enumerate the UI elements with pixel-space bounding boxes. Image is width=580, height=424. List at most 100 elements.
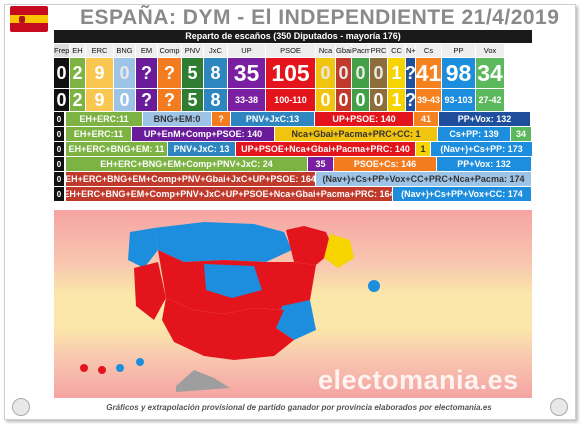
- map-canary-1: [80, 364, 88, 372]
- col-header-pp: PP: [442, 44, 475, 57]
- col-header-bng: BNG: [114, 44, 135, 57]
- row2-pacma: 0: [352, 89, 369, 111]
- col-header-pacma: Pacma: [352, 44, 376, 57]
- coalition-segment: (Nav+)+Cs+PP+Vox+CC: 174: [393, 187, 531, 201]
- coalition-segment: EH+ERC:11: [66, 112, 142, 126]
- seats-prc: 0: [370, 58, 387, 88]
- map-north-blue: [154, 222, 292, 262]
- coalition-row-num: 0: [54, 187, 64, 201]
- coalition-segment: EH+ERC+BNG+EM+Comp+PNV+JxC+UP+PSOE+Nca+G…: [66, 187, 392, 201]
- row2-prc: 0: [370, 89, 387, 111]
- seats-erc: 9: [86, 58, 113, 88]
- col-header-frep: Frep: [54, 44, 70, 57]
- row2-gbai: 0: [336, 89, 351, 111]
- map-canary-2: [98, 366, 106, 374]
- coalition-segment: PP+Vox: 132: [437, 157, 531, 171]
- map-africa-grey: [176, 370, 230, 392]
- row2-nca: 0: [316, 89, 335, 111]
- spain-flag-icon: [10, 6, 48, 32]
- coalition-segment: EH+ERC+BNG+EM: 11: [66, 142, 167, 156]
- coalition-segment: EH+ERC+BNG+EM+Comp+PNV+JxC: 24: [66, 157, 307, 171]
- seats-nplus: ?: [406, 58, 415, 88]
- map-east-blue: [276, 300, 316, 340]
- map-northeast-red: [286, 226, 334, 265]
- row2-up: 33-38: [228, 89, 265, 111]
- map-balearic-blue: [368, 280, 380, 292]
- coalition-segment: EH+ERC:11: [66, 127, 131, 141]
- seats-pnv: 5: [182, 58, 203, 88]
- col-header-nca: Nca: [316, 44, 335, 57]
- map-galicia-blue: [128, 228, 158, 268]
- row2-em: ?: [136, 89, 157, 111]
- coalition-segment: Cs+PP: 139: [438, 127, 510, 141]
- col-header-em: EM: [136, 44, 157, 57]
- table-banner: Reparto de escaños (350 Diputados - mayo…: [54, 30, 532, 43]
- row2-cc: 1: [388, 89, 405, 111]
- watermark: electomania.es: [318, 365, 519, 395]
- col-header-erc: ERC: [86, 44, 113, 57]
- coalition-segment: 41: [414, 112, 438, 126]
- seats-jxc: 8: [204, 58, 227, 88]
- map-center-blue: [204, 264, 262, 298]
- map-canary-3: [116, 364, 124, 372]
- row2-bng: 0: [114, 89, 135, 111]
- seats-comp: ?: [158, 58, 181, 88]
- left-logo-icon: [12, 398, 30, 416]
- seats-gbai: 0: [336, 58, 351, 88]
- col-header-jxc: JxC: [204, 44, 227, 57]
- col-header-cs: Cs: [416, 44, 441, 57]
- coalition-segment: BNG+EM:0: [143, 112, 211, 126]
- row2-frep: 0: [54, 89, 69, 111]
- row2-psoe: 100-110: [266, 89, 315, 111]
- coalition-row-num: 0: [54, 172, 64, 186]
- seats-pacma: 0: [352, 58, 369, 88]
- seats-nca: 0: [316, 58, 335, 88]
- col-header-eh: EH: [70, 44, 85, 57]
- coalition-row-num: 0: [54, 157, 64, 171]
- coalition-segment: PNV+JxC:13: [231, 112, 314, 126]
- coalition-segment: UP+PSOE+Nca+Gbai+Pacma+PRC: 140: [236, 142, 415, 156]
- seats-pp: 98: [442, 58, 475, 88]
- col-header-cc: CC: [388, 44, 405, 57]
- col-header-psoe: PSOE: [266, 44, 315, 57]
- seats-vox: 34: [476, 58, 504, 88]
- seats-up: 35: [228, 58, 265, 88]
- col-header-prc: PRC: [370, 44, 387, 57]
- coalition-segment: EH+ERC+BNG+EM+Comp+PNV+Gbai+JxC+UP+PSOE:…: [66, 172, 315, 186]
- seats-cs: 41: [416, 58, 441, 88]
- coalition-row-num: 0: [54, 112, 64, 126]
- coalition-segment: (Nav+)+Cs+PP: 173: [431, 142, 532, 156]
- row2-comp: ?: [158, 89, 181, 111]
- map-catalonia-yellow: [324, 234, 354, 268]
- map-canary-4: [136, 358, 144, 366]
- coalition-segment: PP+Vox: 132: [439, 112, 530, 126]
- coalition-segment: UP+PSOE: 140: [315, 112, 413, 126]
- col-header-up: UP: [228, 44, 265, 57]
- col-header-nplus: N+: [406, 44, 416, 57]
- seats-em: ?: [136, 58, 157, 88]
- coalition-segment: 1: [416, 142, 430, 156]
- coalition-segment: 34: [511, 127, 531, 141]
- seats-psoe: 105: [266, 58, 315, 88]
- col-header-pnv: PNV: [182, 44, 203, 57]
- row2-pnv: 5: [182, 89, 203, 111]
- row2-eh: 2: [70, 89, 85, 111]
- row2-cs: 39-43: [416, 89, 441, 111]
- row2-jxc: 8: [204, 89, 227, 111]
- coalition-segment: 35: [308, 157, 333, 171]
- col-header-comp: Comp: [158, 44, 181, 57]
- seats-eh: 2: [70, 58, 85, 88]
- map-extremadura-red: [134, 262, 166, 320]
- right-logo-icon: [550, 398, 568, 416]
- page-title: ESPAÑA: DYM - El INDEPENDIENTE 21/4/2019: [80, 6, 560, 29]
- spain-map: [80, 222, 380, 392]
- coalition-segment: Nca+Gbai+Pacma+PRC+CC: 1: [275, 127, 437, 141]
- col-header-gbai: Gbai: [336, 44, 352, 57]
- coalition-segment: PNV+JxC: 13: [168, 142, 235, 156]
- coalition-segment: (Nav+)+Cs+PP+Vox+CC+PRC+Nca+Pacma: 174: [316, 172, 531, 186]
- row2-nplus: ?: [406, 89, 415, 111]
- coalition-segment: ?: [212, 112, 230, 126]
- seats-cc: 1: [388, 58, 405, 88]
- seats-bng: 0: [114, 58, 135, 88]
- row2-vox: 27-42: [476, 89, 504, 111]
